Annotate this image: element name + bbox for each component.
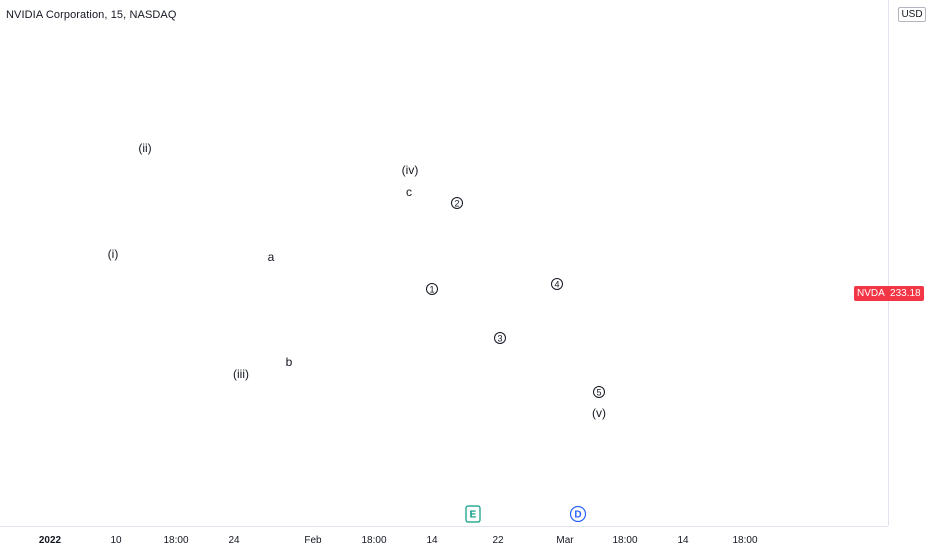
time-tick-label: Feb [304, 535, 322, 546]
time-axis[interactable]: 2022 10 18:00 24 Feb 18:00 14 22 Mar 18:00 14 18:00 [0, 526, 888, 550]
time-tick-label: 22 [492, 535, 504, 546]
circled-wave-label: 5 [596, 388, 601, 398]
wave-label: (ii) [138, 141, 151, 155]
circled-wave-marker [593, 386, 605, 398]
chart-title: NVIDIA Corporation, 15, NASDAQ [6, 9, 177, 21]
time-tick-label: 10 [110, 535, 122, 546]
price-axis[interactable] [888, 0, 932, 526]
time-axis-ticks: 2022 10 18:00 24 Feb 18:00 14 22 Mar 18:00 14 18:00 [39, 535, 758, 546]
circled-wave-marker [426, 283, 438, 295]
last-price-symbol: NVDA [857, 288, 885, 299]
wave-label: c [406, 185, 412, 199]
circled-wave-label: 1 [429, 285, 434, 295]
currency-button[interactable]: USD [898, 7, 926, 22]
time-tick-label: 18:00 [612, 535, 637, 546]
dividend-event-badge [569, 505, 587, 523]
wave-label: (iv) [402, 163, 419, 177]
time-tick-label: Mar [556, 535, 574, 546]
price-plot[interactable]: 1.618(207.13)2(191.99)(i)(ii)(iii)ab(iv)… [0, 0, 888, 526]
price-axis-ticks [889, 0, 932, 526]
time-tick-label: 14 [426, 535, 438, 546]
time-tick-label: 14 [677, 535, 689, 546]
circled-wave-marker [451, 197, 463, 209]
time-tick-label: 2022 [39, 535, 62, 546]
time-tick-label: 18:00 [163, 535, 188, 546]
circled-wave-label: 2 [454, 199, 459, 209]
wave-label: b [286, 355, 293, 369]
time-tick-label: 18:00 [361, 535, 386, 546]
wave-label: a [268, 250, 275, 264]
circled-wave-marker [494, 332, 506, 344]
earnings-event-badge [465, 505, 481, 523]
wave-label: (i) [108, 247, 119, 261]
event-badge-label: D [574, 510, 581, 521]
wave-label: (v) [592, 406, 606, 420]
circled-wave-marker [551, 278, 563, 290]
time-tick-label: 24 [228, 535, 240, 546]
last-price-value: 233.18 [890, 288, 921, 299]
time-tick-label: 18:00 [732, 535, 757, 546]
last-price-label: NVDA 233.18 [854, 286, 924, 301]
event-badge-label: E [470, 510, 477, 521]
wave-label: (iii) [233, 367, 249, 381]
circled-wave-label: 3 [497, 334, 502, 344]
circled-wave-label: 4 [554, 280, 559, 290]
